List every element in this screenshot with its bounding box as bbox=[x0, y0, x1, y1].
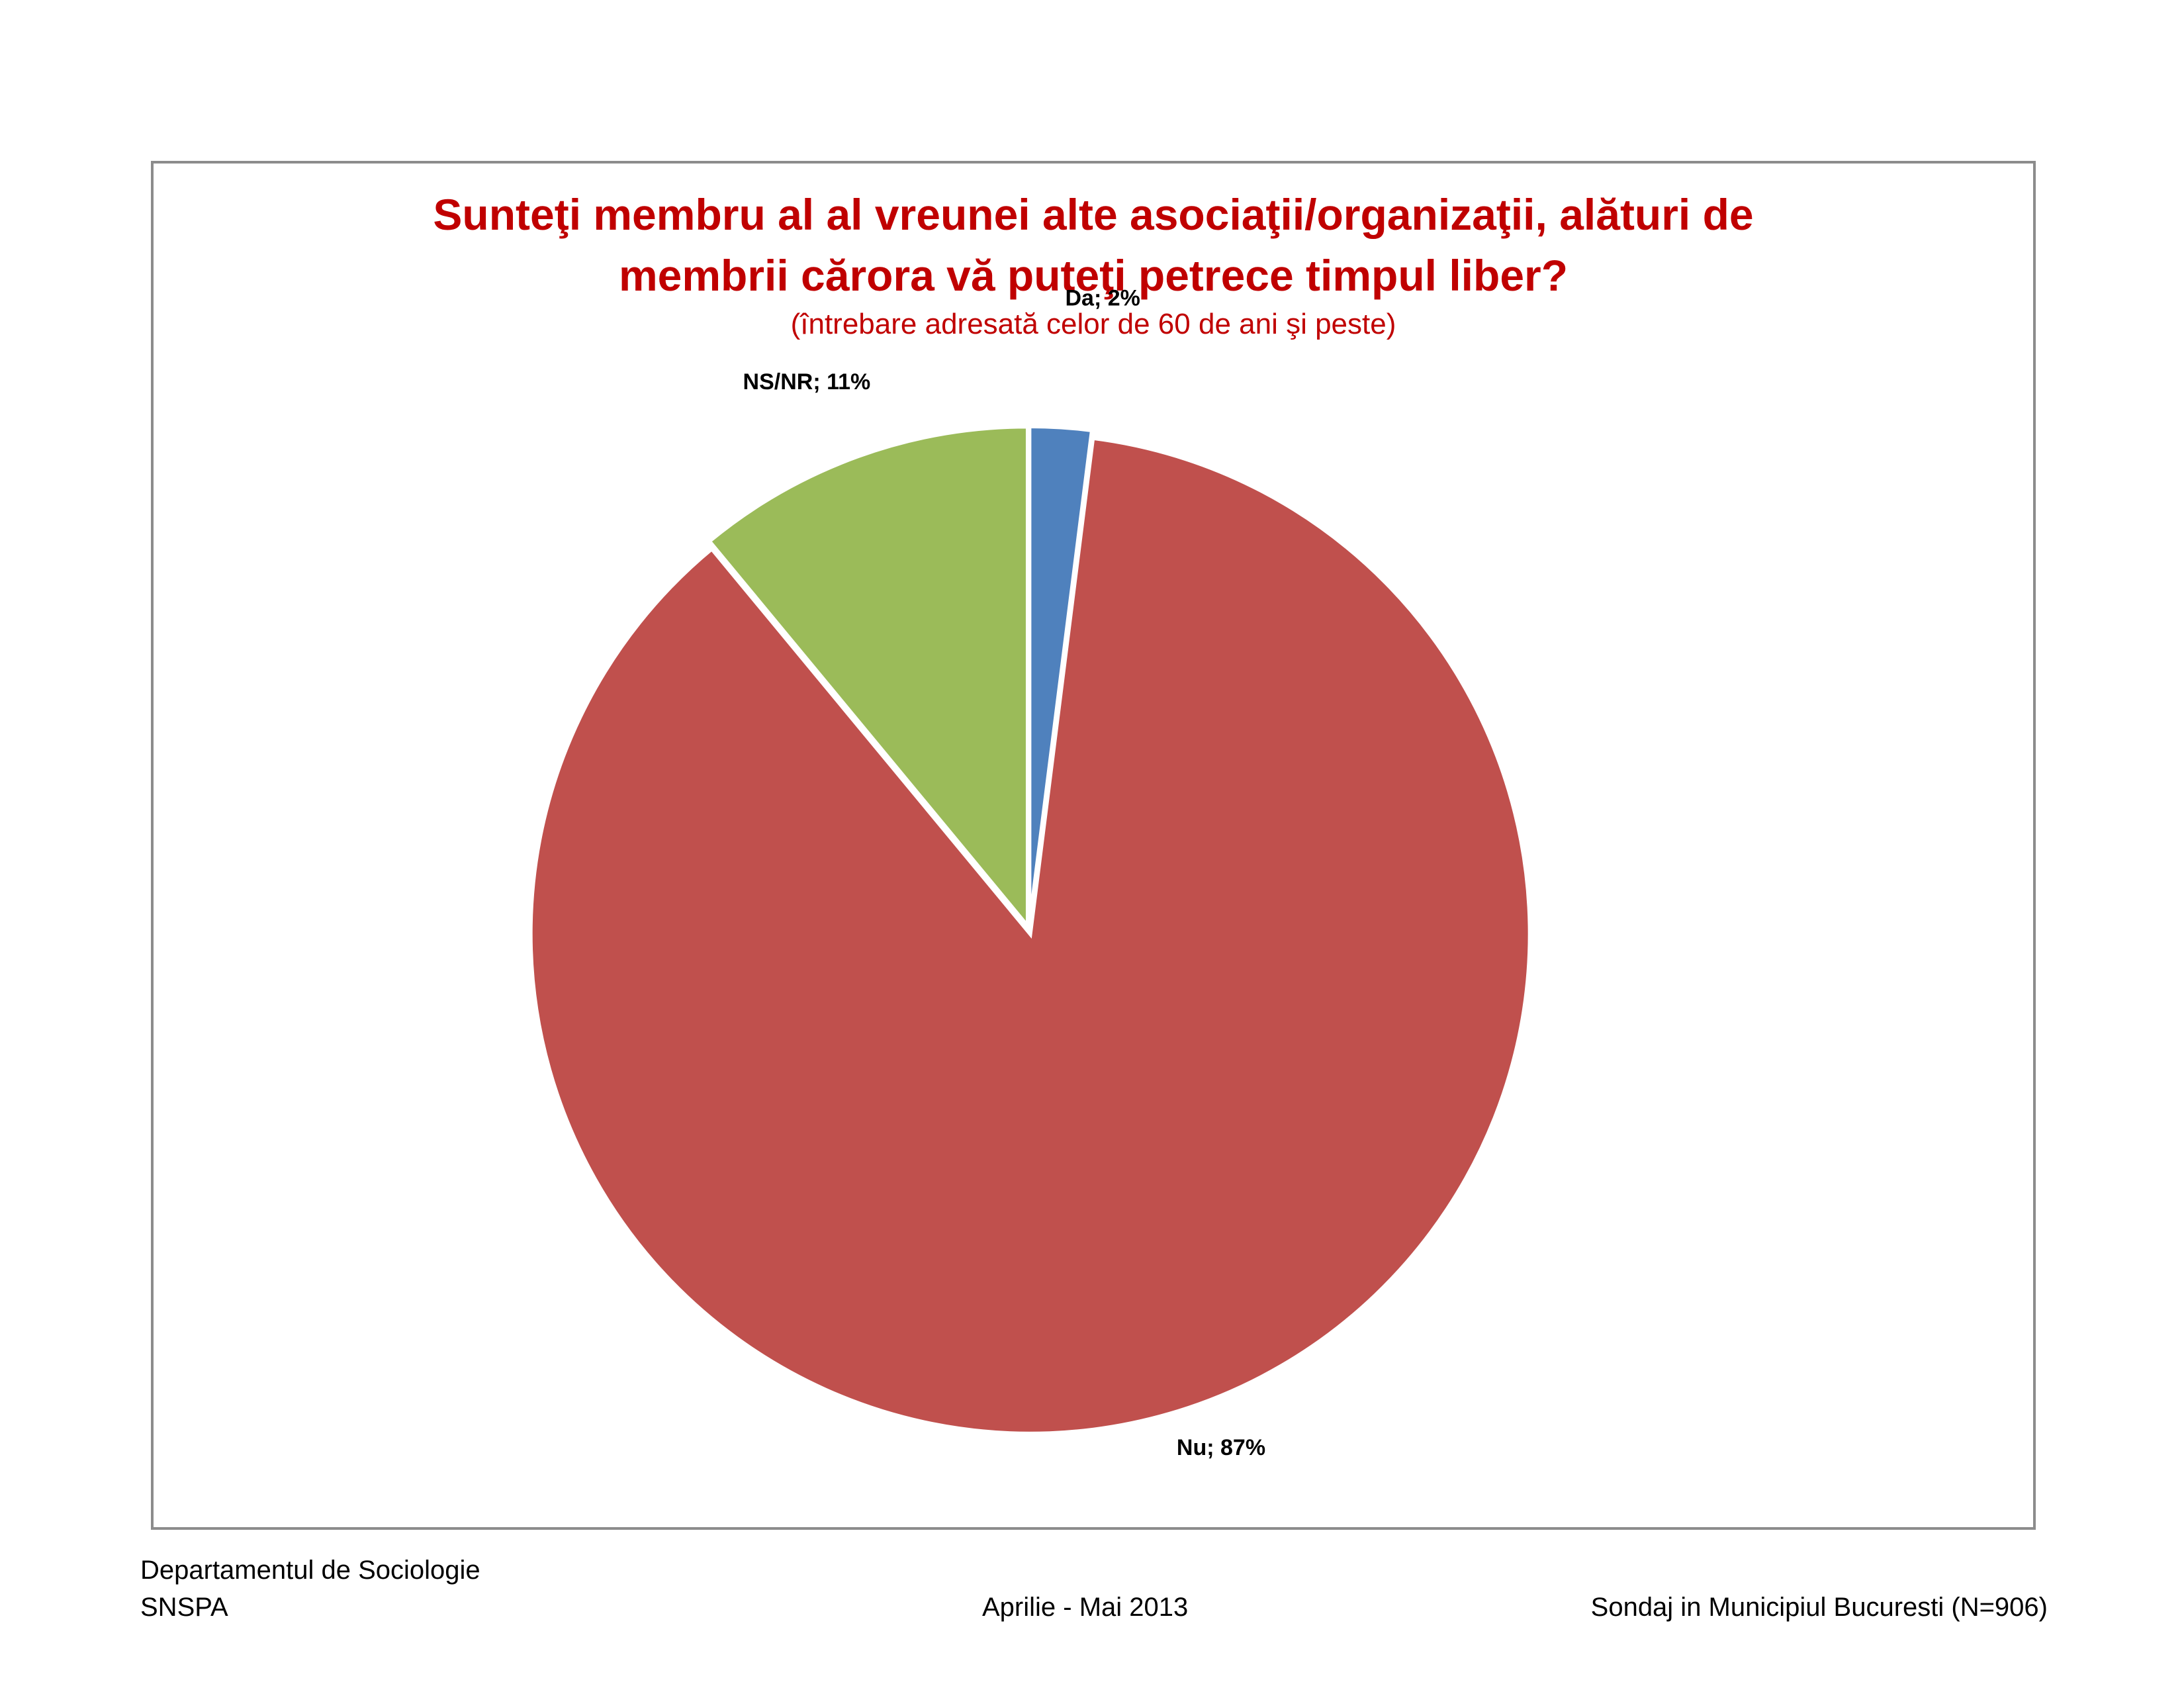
footer-organization: SNSPA bbox=[140, 1593, 228, 1622]
chart-title: Sunteţi membru al al vreunei alte asocia… bbox=[151, 184, 2036, 306]
footer-department: Departamentul de Sociologie bbox=[140, 1556, 480, 1585]
data-label-da: Da; 2% bbox=[1065, 286, 1140, 311]
pie-slice-ns-nr bbox=[706, 424, 1030, 932]
chart-subtitle: (întrebare adresată celor de 60 de ani ş… bbox=[790, 308, 1396, 340]
footer-survey: Sondaj in Municipiul Bucuresti (N=906) bbox=[1590, 1593, 2048, 1622]
data-label-ns-nr: NS/NR; 11% bbox=[743, 369, 871, 395]
footer-left: Departamentul de Sociologie SNSPA bbox=[140, 1552, 480, 1626]
chart-title-line1: Sunteţi membru al al vreunei alte asocia… bbox=[433, 190, 1754, 239]
chart-title-line2: membrii cărora vă puteţi petrece timpul … bbox=[618, 251, 1569, 300]
pie-slice-nu bbox=[528, 436, 1532, 1436]
footer-period: Aprilie - Mai 2013 bbox=[982, 1593, 1189, 1622]
data-label-nu: Nu; 87% bbox=[1177, 1435, 1265, 1460]
